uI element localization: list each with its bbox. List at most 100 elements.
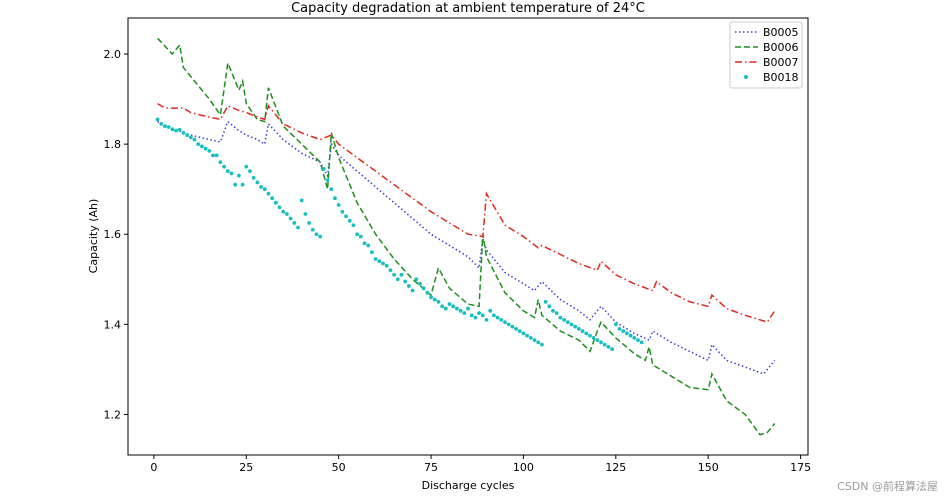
series-b0018-point xyxy=(532,338,537,343)
series-b0018-point xyxy=(255,180,260,185)
series-b0018-point xyxy=(251,176,256,180)
series-b0018-point xyxy=(333,196,337,201)
series-b0018-point xyxy=(273,200,278,205)
series-b0018-point xyxy=(602,342,607,347)
series-b0018-point xyxy=(595,338,600,343)
series-b0018-point xyxy=(281,209,286,214)
series-b0018-point xyxy=(554,311,559,315)
series-b0018-point xyxy=(196,142,201,147)
series-b0018-point xyxy=(455,306,459,311)
series-b0018-point xyxy=(188,135,193,140)
series-b0018-point xyxy=(381,261,385,266)
y-tick-label: 1.4 xyxy=(104,318,122,331)
series-b0006-line xyxy=(157,37,776,436)
series-b0018-point xyxy=(473,315,478,320)
series-b0018-point xyxy=(174,128,178,133)
series-b0018-point xyxy=(340,209,345,214)
chart-title: Capacity degradation at ambient temperat… xyxy=(291,1,645,16)
series-b0018-point xyxy=(565,320,570,324)
series-b0018-point xyxy=(166,125,171,129)
series-b0018-point xyxy=(499,317,504,322)
series-b0018-point xyxy=(377,259,382,264)
series-b0018-point xyxy=(233,182,238,187)
series-b0018-point xyxy=(351,223,356,228)
series-b0018-point xyxy=(410,288,415,293)
series-b0018-point xyxy=(192,137,197,142)
series-b0018-point xyxy=(584,331,589,336)
series-b0018-point xyxy=(432,297,437,302)
y-axis-label: Capacity (Ah) xyxy=(87,199,100,274)
series-b0018-point xyxy=(599,340,603,345)
series-b0018-point xyxy=(314,232,319,237)
series-b0018-point xyxy=(347,218,352,223)
series-b0018-point xyxy=(203,146,208,151)
x-tick-label: 175 xyxy=(790,461,811,474)
series-b0018-point xyxy=(362,241,367,246)
series-b0018-point xyxy=(370,250,374,255)
series-b0018-point xyxy=(299,198,304,203)
series-b0018-point xyxy=(259,185,263,189)
series-b0018-point xyxy=(484,317,489,322)
series-b0007-line xyxy=(157,102,776,323)
series-b0018-point xyxy=(399,272,404,277)
series-b0018-point xyxy=(495,315,500,320)
series-b0018-point xyxy=(576,326,581,331)
x-tick-label: 50 xyxy=(332,461,346,474)
series-b0005-line xyxy=(157,120,776,375)
series-b0018-point xyxy=(528,335,533,340)
series-b0018-point xyxy=(447,302,452,306)
series-b0018-point xyxy=(303,212,308,216)
series-b0018-point xyxy=(491,313,496,318)
series-b0018-point xyxy=(277,205,282,210)
x-axis-label: Discharge cycles xyxy=(422,479,515,492)
series-b0018-point xyxy=(358,234,363,239)
series-b0018-point xyxy=(469,313,474,318)
series-b0018-point xyxy=(218,160,223,165)
series-b0018-point xyxy=(625,331,629,336)
series-b0018-point xyxy=(310,227,315,232)
watermark-text: CSDN @前程算法屋 xyxy=(837,480,938,493)
series-b0018-point xyxy=(185,133,190,138)
series-b0018-point xyxy=(262,187,267,192)
series-b0018-point xyxy=(177,127,182,132)
series-b0018-point xyxy=(562,317,566,322)
series-b0018-point xyxy=(628,333,633,338)
series-b0018-point xyxy=(588,333,592,338)
series-b0018-point xyxy=(155,117,160,122)
series-b0018-point xyxy=(318,234,323,239)
series-b0018-point xyxy=(336,203,341,207)
x-tick-label: 25 xyxy=(239,461,253,474)
series-b0018-point xyxy=(163,124,167,129)
legend-marker xyxy=(744,75,748,79)
series-b0018-point xyxy=(425,290,430,295)
series-b0018-point xyxy=(429,295,433,300)
plot-frame xyxy=(127,17,809,456)
series-b0018-point xyxy=(610,347,615,352)
legend-label: B0018 xyxy=(763,71,799,84)
series-b0018-point xyxy=(355,232,360,237)
series-b0018-point xyxy=(403,279,408,284)
series-b0018-point xyxy=(240,182,245,187)
series-b0018-point xyxy=(488,308,493,313)
series-b0018-point xyxy=(536,340,541,345)
series-b0018-point xyxy=(285,212,289,216)
series-b0018-point xyxy=(229,171,234,176)
series-b0018-point xyxy=(392,272,396,277)
series-b0018-point xyxy=(540,342,544,347)
series-b0018-point xyxy=(558,315,563,320)
series-b0018-point xyxy=(244,164,249,169)
series-b0018-point xyxy=(222,164,226,169)
series-b0018-point xyxy=(159,121,164,126)
series-b0018-point xyxy=(503,320,507,324)
series-b0018-point xyxy=(636,338,640,343)
y-tick-label: 2.0 xyxy=(104,48,122,61)
series-b0018-point xyxy=(458,308,463,313)
series-b0018-point xyxy=(440,304,445,309)
series-b0018-point xyxy=(621,329,626,334)
series-b0018-point xyxy=(517,329,522,334)
series-b0018-point xyxy=(551,308,555,313)
series-b0018-point xyxy=(569,322,574,327)
series-b0018-point xyxy=(307,221,311,225)
series-b0018-point xyxy=(466,306,470,311)
series-b0018-point xyxy=(543,299,548,304)
